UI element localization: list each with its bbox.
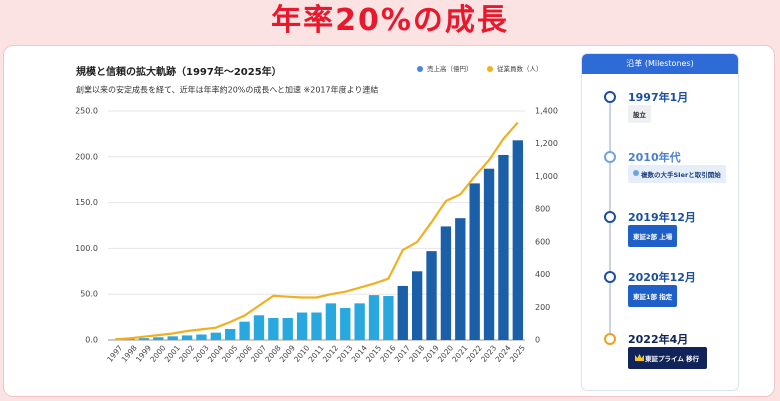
y2-tick-label: 600 <box>535 237 550 246</box>
y-tick-label: 50.0 <box>80 290 98 299</box>
bar <box>253 315 265 340</box>
bar <box>196 334 207 340</box>
milestone-dot <box>604 151 616 163</box>
milestone-label: 設立 <box>628 105 651 123</box>
bar <box>440 226 452 340</box>
bar <box>225 329 236 340</box>
crown-icon <box>635 354 644 361</box>
bar <box>325 303 337 340</box>
bar <box>368 295 380 340</box>
legend-marker <box>417 66 423 72</box>
chart-subtitle: 創業以来の安定成長を経て、近年は年率約20%の成長へと加速 ※2017年度より連… <box>76 85 378 95</box>
bar <box>239 321 250 340</box>
bar <box>411 271 423 340</box>
bar <box>138 338 150 340</box>
line <box>115 121 519 341</box>
bar <box>311 312 322 340</box>
milestone-dot <box>604 211 616 223</box>
bar <box>268 318 279 340</box>
y2-tick-label: 400 <box>535 270 550 279</box>
milestone-date: 2010年代 <box>628 151 681 164</box>
milestone-dot <box>604 333 616 345</box>
y2-tick-label: 1,400 <box>535 107 558 116</box>
bar <box>455 218 466 340</box>
bar <box>426 251 437 340</box>
bar <box>469 183 480 340</box>
timeline-title: 沿革 (Milestones) <box>582 54 738 74</box>
bar <box>383 296 394 340</box>
milestone-label: 東証2部 上場 <box>628 225 678 247</box>
y-tick-label: 100.0 <box>75 244 98 253</box>
bar <box>153 337 164 340</box>
milestone-dot <box>604 91 616 103</box>
y2-tick-label: 1,000 <box>535 172 558 181</box>
milestone-dot <box>604 271 616 283</box>
bar <box>167 336 178 340</box>
milestone-label: 複数の大手SIerと取引開始 <box>628 165 726 183</box>
milestone-label: 東証1部 指定 <box>628 285 678 307</box>
y-tick-label: 200.0 <box>75 152 98 161</box>
milestone-date: 2019年12月 <box>628 211 696 224</box>
y-tick-label: 0.0 <box>85 336 98 345</box>
legend-marker <box>487 66 493 72</box>
bar <box>483 168 495 340</box>
milestone-label: 東証プライム 移行 <box>628 347 708 369</box>
bar <box>296 312 308 340</box>
bar <box>512 140 523 340</box>
y2-tick-label: 1,200 <box>535 139 558 148</box>
bar <box>397 285 408 340</box>
bar <box>181 335 193 340</box>
y2-tick-label: 800 <box>535 205 550 214</box>
y2-tick-label: 200 <box>535 303 550 312</box>
y-tick-label: 150.0 <box>75 198 98 207</box>
legend-label: 従業員数（人） <box>497 64 543 73</box>
milestone-date: 2022年4月 <box>628 333 689 346</box>
bar <box>498 154 509 340</box>
milestone-date: 2020年12月 <box>628 271 696 284</box>
y2-tick-label: 0 <box>535 336 540 345</box>
bar <box>124 339 135 340</box>
milestone-date: 1997年1月 <box>628 91 689 104</box>
page-title: 年率20%の成長 <box>271 3 509 38</box>
chart-card <box>55 52 565 390</box>
legend-label: 売上高（億円） <box>427 64 473 73</box>
y-tick-label: 250.0 <box>75 107 98 116</box>
bar <box>282 318 293 340</box>
bar <box>354 303 365 340</box>
timeline: 沿革 (Milestones) 1997年1月 設立 2010年代 複数の大手S… <box>581 53 739 391</box>
milestone-icon <box>633 170 639 176</box>
bar <box>210 332 222 340</box>
chart-title: 規模と信頼の拡大軌跡（1997年～2025年） <box>76 65 282 78</box>
bar <box>340 307 351 340</box>
